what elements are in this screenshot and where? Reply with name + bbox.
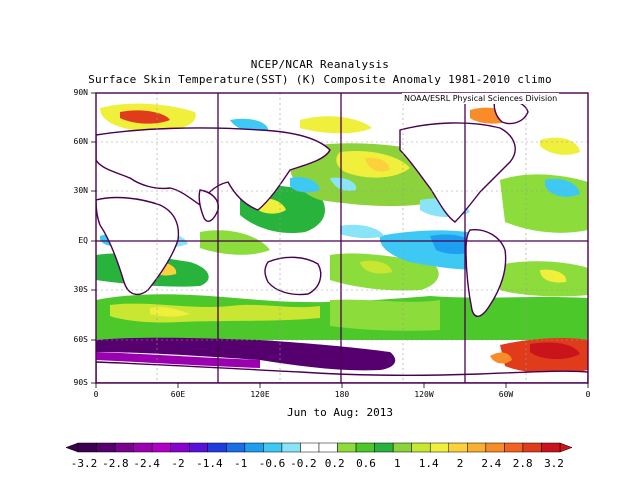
colorbar-label: -1	[234, 457, 248, 470]
colorbar-swatch	[170, 442, 190, 453]
colorbar-label: -0.2	[290, 457, 317, 470]
colorbar-swatch	[448, 442, 468, 453]
plot-subtitle: Surface Skin Temperature(SST) (K) Compos…	[88, 73, 552, 86]
lat-label-90n: 90N	[73, 88, 88, 97]
lat-label-30n: 30N	[73, 186, 88, 195]
colorbar-label: 0.2	[324, 457, 345, 470]
dashed-grid	[96, 93, 588, 383]
colorbar-swatch	[188, 442, 209, 453]
colorbar-swatch	[226, 442, 246, 453]
colorbar-arrow-high	[559, 442, 573, 453]
colorbar-swatch	[485, 442, 505, 453]
antarctic-cold-anomaly	[96, 337, 396, 371]
colorbar-label: 2	[456, 457, 464, 470]
lat-label-60s: 60S	[73, 335, 88, 344]
colorbar-swatch	[133, 442, 153, 453]
credit-label: NOAA/ESRL Physical Sciences Division	[402, 93, 560, 104]
colorbar-swatch	[77, 442, 97, 453]
colorbar-label: 2.8	[512, 457, 533, 470]
colorbar-swatch	[281, 442, 301, 453]
colorbar-swatch	[429, 442, 450, 453]
grid-lines	[96, 93, 588, 383]
tick-marks	[91, 92, 589, 388]
colorbar-label: 0.6	[356, 457, 376, 470]
colorbar-swatch	[541, 442, 561, 453]
colorbar-label: -2.8	[102, 457, 129, 470]
colorbar-swatch	[522, 442, 542, 453]
lon-label-60w: 60W	[498, 390, 514, 399]
colorbar-swatch	[355, 442, 375, 453]
colorbar-label: -2.4	[133, 457, 160, 470]
lat-label-60n: 60N	[73, 137, 88, 146]
colorbar-swatch	[300, 442, 320, 453]
colorbar-swatch	[374, 442, 394, 453]
colorbar-label: -3.2	[70, 457, 98, 470]
lon-label-120w: 120W	[414, 390, 434, 399]
lat-label-90s: 90S	[73, 378, 88, 387]
colorbar-label: 3.2	[544, 457, 564, 470]
lon-label-0: 0	[93, 390, 99, 399]
colorbar-arrow-low	[65, 442, 79, 453]
colorbar-swatch	[96, 442, 116, 453]
arctic-warm-anomaly	[120, 110, 170, 124]
colorbar-swatch	[337, 442, 357, 453]
lat-label-eq: EQ	[78, 236, 88, 245]
colorbar-swatch	[263, 442, 283, 453]
coastlines	[96, 98, 588, 383]
colorbar-swatch	[151, 442, 171, 453]
period-label: Jun to Aug: 2013	[287, 406, 393, 419]
colorbar-swatch	[318, 442, 338, 453]
colorbar-label: -2	[171, 457, 185, 470]
colorbar-swatch	[207, 442, 227, 453]
lon-label-60e: 60E	[170, 390, 186, 399]
lon-label-0-east: 0	[585, 390, 591, 399]
anomaly-field	[96, 93, 588, 383]
lon-label-120e: 120E	[250, 390, 270, 399]
colorbar-label: 1.4	[418, 457, 439, 470]
colorbar	[65, 442, 573, 453]
colorbar-swatch	[392, 442, 412, 453]
colorbar-swatch	[467, 442, 487, 453]
colorbar-label: 1	[394, 457, 401, 470]
plot-title: NCEP/NCAR Reanalysis	[250, 58, 390, 71]
colorbar-label: -0.6	[258, 457, 286, 470]
lat-label-30s: 30S	[73, 285, 88, 294]
colorbar-label: 2.4	[481, 457, 502, 470]
colorbar-swatch	[114, 442, 134, 453]
lon-label-180: 180	[334, 390, 350, 399]
colorbar-swatch	[411, 442, 431, 453]
colorbar-label: -1.4	[196, 457, 223, 470]
colorbar-swatch	[504, 442, 524, 453]
colorbar-swatch	[244, 442, 264, 453]
